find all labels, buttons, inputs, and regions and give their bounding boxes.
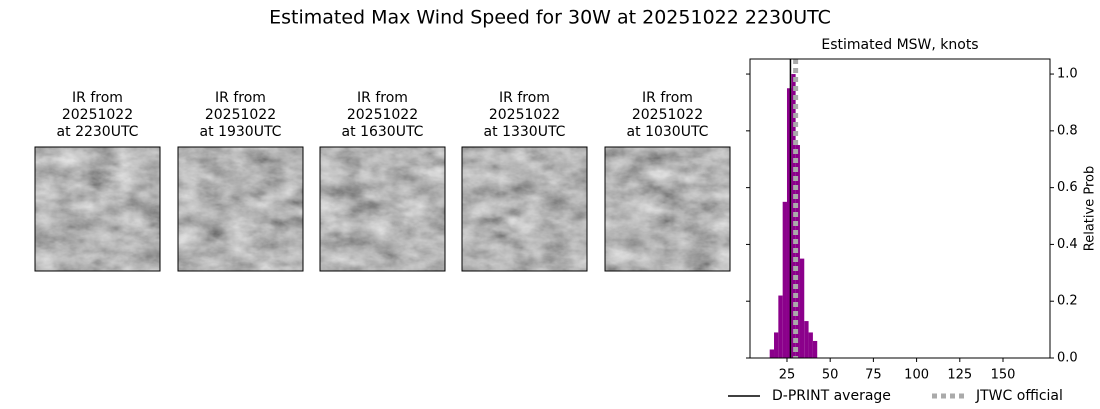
panel-label: IR from xyxy=(357,90,408,106)
hist-bar xyxy=(786,88,792,358)
hist-bar xyxy=(799,258,805,358)
y-axis-label: Relative Prob xyxy=(1083,166,1098,251)
ir-image-frame xyxy=(461,146,588,272)
panel-label: at 2230UTC xyxy=(57,124,139,140)
y-tick-label: 0.6 xyxy=(1057,180,1078,195)
y-tick-label: 0.8 xyxy=(1057,123,1078,138)
ir-image-texture xyxy=(178,147,303,271)
ir-image-texture xyxy=(320,147,445,271)
y-tick-label: 0.2 xyxy=(1057,294,1078,309)
panel-label: 20251022 xyxy=(489,107,560,123)
chart-title: Estimated MSW, knots xyxy=(821,37,978,53)
legend-label: JTWC official xyxy=(975,388,1063,404)
panel-label: 20251022 xyxy=(632,107,703,123)
y-tick-label: 1.0 xyxy=(1057,67,1078,82)
x-tick-label: 100 xyxy=(904,368,929,383)
panel-label: IR from xyxy=(642,90,693,106)
x-tick-label: 75 xyxy=(865,368,882,383)
x-tick-label: 150 xyxy=(991,368,1016,383)
panel-label: at 1030UTC xyxy=(627,124,709,140)
panel-label: 20251022 xyxy=(62,107,133,123)
panel-label: at 1630UTC xyxy=(342,124,424,140)
panel-label: at 1330UTC xyxy=(484,124,566,140)
x-tick-label: 25 xyxy=(779,368,796,383)
panel-label: IR from xyxy=(215,90,266,106)
legend-label: D-PRINT average xyxy=(772,388,891,404)
ir-image-texture xyxy=(605,147,730,271)
panel-label: IR from xyxy=(499,90,550,106)
y-tick-label: 0.0 xyxy=(1057,351,1078,366)
figure-title: Estimated Max Wind Speed for 30W at 2025… xyxy=(269,7,831,29)
hist-bar xyxy=(778,295,783,358)
panel-label: 20251022 xyxy=(205,107,276,123)
ir-image-frame xyxy=(319,146,446,272)
hist-bar xyxy=(808,332,813,358)
ir-image-frame xyxy=(34,146,161,272)
hist-bar xyxy=(812,340,818,358)
ir-image-frame xyxy=(604,146,731,272)
hist-bar xyxy=(782,201,787,358)
hist-bar xyxy=(769,349,775,358)
x-tick-label: 125 xyxy=(947,368,972,383)
hist-bar xyxy=(774,332,779,358)
hist-bar xyxy=(804,321,809,358)
panel-label: at 1930UTC xyxy=(200,124,282,140)
ir-image-frame xyxy=(177,146,304,272)
panel-label: IR from xyxy=(72,90,123,106)
ir-image-texture xyxy=(462,147,587,271)
panel-label: 20251022 xyxy=(347,107,418,123)
y-tick-label: 0.4 xyxy=(1057,237,1078,252)
plot-frame xyxy=(749,58,1051,359)
ir-image-texture xyxy=(35,147,160,271)
x-tick-label: 50 xyxy=(822,368,839,383)
